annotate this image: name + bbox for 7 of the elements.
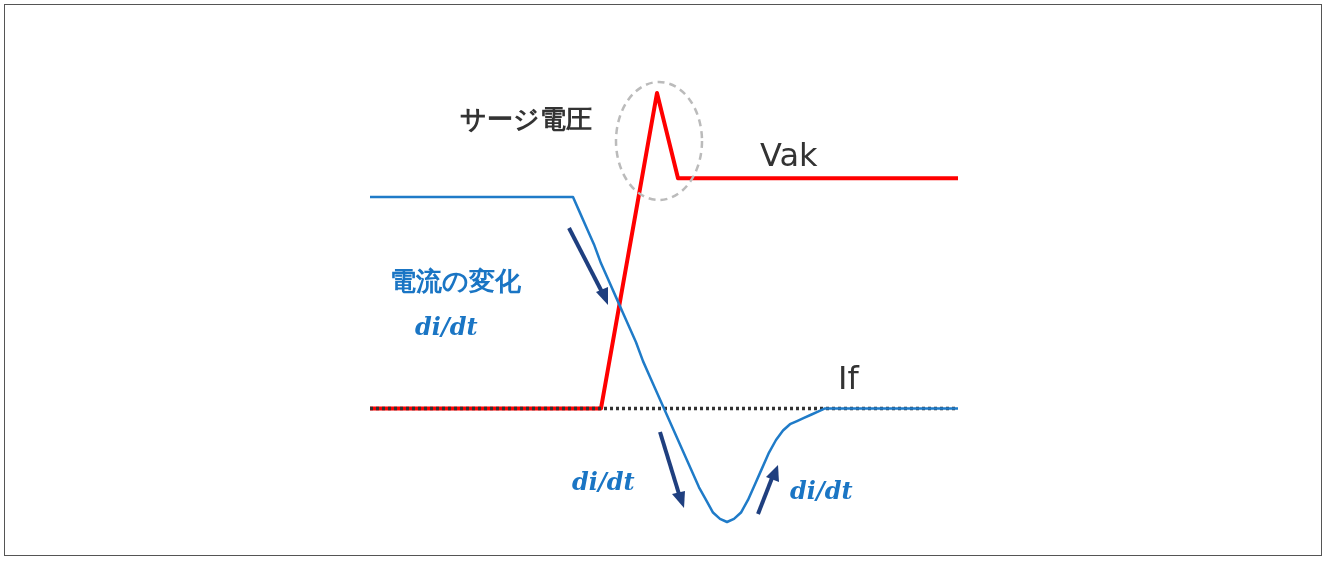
annotation: 電流の変化: [390, 265, 522, 296]
series-label: Vak: [760, 136, 819, 174]
annotation: di/dt: [415, 311, 478, 341]
series-label: If: [838, 359, 860, 397]
annotation: di/dt: [790, 475, 853, 505]
annotation: di/dt: [572, 466, 635, 496]
annotation: サージ電圧: [460, 103, 592, 134]
